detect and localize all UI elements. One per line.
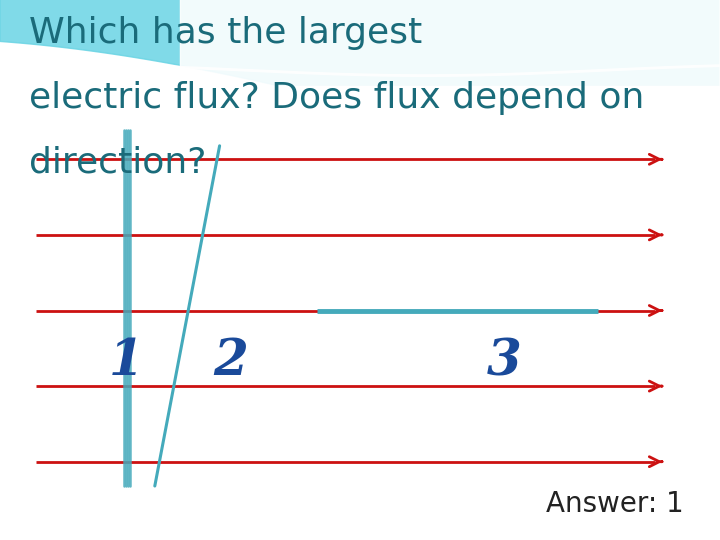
Text: direction?: direction? bbox=[29, 146, 206, 180]
Polygon shape bbox=[181, 0, 720, 151]
Polygon shape bbox=[0, 0, 720, 184]
Text: 3: 3 bbox=[487, 338, 521, 386]
Text: 2: 2 bbox=[213, 338, 248, 386]
Text: 1: 1 bbox=[109, 338, 143, 386]
Text: electric flux? Does flux depend on: electric flux? Does flux depend on bbox=[29, 81, 644, 115]
Polygon shape bbox=[0, 86, 720, 540]
Text: Which has the largest: Which has the largest bbox=[29, 16, 422, 50]
Text: Answer: 1: Answer: 1 bbox=[546, 490, 684, 518]
